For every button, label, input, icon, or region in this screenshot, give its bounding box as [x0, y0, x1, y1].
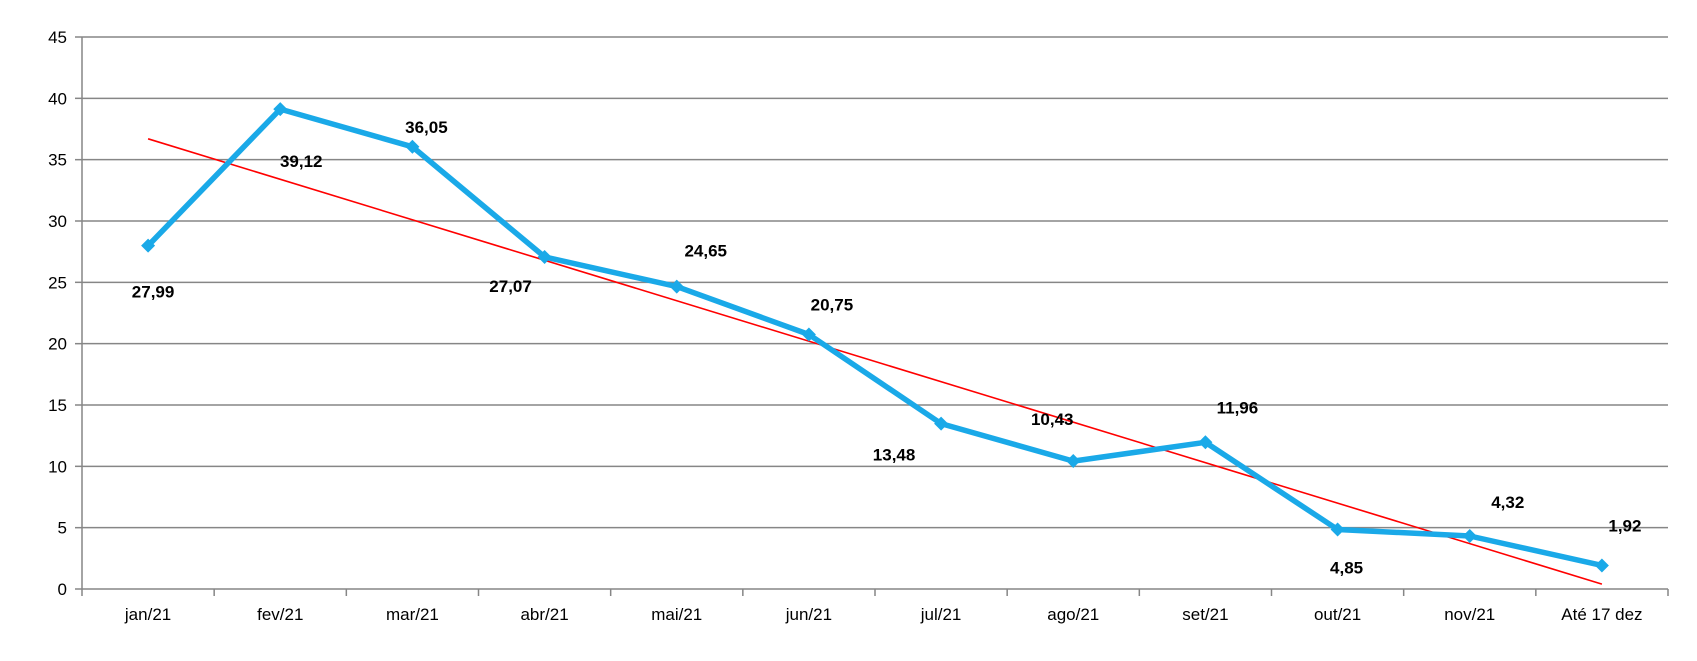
data-label: 27,07 — [489, 277, 532, 296]
data-point-marker — [141, 238, 156, 253]
y-tick-label: 45 — [48, 28, 67, 47]
x-tick-label: mar/21 — [386, 605, 439, 624]
trendline — [147, 138, 1603, 585]
data-points — [141, 102, 1609, 573]
data-point-marker — [405, 139, 420, 154]
x-tick-label: jun/21 — [785, 605, 832, 624]
x-tick-label: jan/21 — [124, 605, 171, 624]
y-tick-label: 30 — [48, 212, 67, 231]
x-axis-tick-labels: jan/21 fev/21 mar/21 abr/21 mai/21 jun/21 jul/… — [124, 605, 1643, 624]
series — [145, 106, 1605, 569]
data-label: 10,43 — [1031, 410, 1074, 429]
data-label: 20,75 — [811, 295, 854, 314]
x-tick-label: fev/21 — [257, 605, 303, 624]
data-point-marker — [1198, 435, 1213, 450]
data-point-marker — [934, 416, 949, 431]
data-label: 27,99 — [132, 283, 175, 302]
data-point-marker — [1066, 454, 1081, 469]
data-label: 4,85 — [1330, 559, 1363, 578]
data-label: 39,12 — [280, 152, 323, 171]
x-tick-label: set/21 — [1182, 605, 1228, 624]
data-point-marker — [1330, 522, 1345, 537]
data-point-marker — [1462, 529, 1477, 544]
y-tick-label: 35 — [48, 151, 67, 170]
y-tick-label: 0 — [58, 580, 67, 599]
data-label: 24,65 — [684, 242, 727, 261]
y-tick-label: 25 — [48, 273, 67, 292]
x-tick-label: mai/21 — [651, 605, 702, 624]
series-line — [145, 106, 1605, 569]
x-tick-label: nov/21 — [1444, 605, 1495, 624]
y-tick-label: 5 — [58, 519, 67, 538]
data-label: 36,05 — [405, 118, 448, 137]
x-tick-label: jul/21 — [920, 605, 962, 624]
data-label: 11,96 — [1217, 398, 1259, 417]
y-axis-tick-labels: 0 5 10 15 20 25 30 35 40 45 — [48, 28, 67, 599]
y-tick-label: 20 — [48, 335, 67, 354]
trendline-line — [147, 138, 1603, 585]
data-point-marker — [537, 249, 552, 264]
data-point-marker — [273, 102, 288, 117]
y-tick-label: 15 — [48, 396, 67, 415]
gridlines — [82, 36, 1668, 529]
data-label: 13,48 — [873, 446, 916, 465]
y-tick-label: 40 — [48, 89, 67, 108]
data-label: 4,32 — [1491, 493, 1524, 512]
data-point-marker — [801, 327, 816, 342]
x-tick-label: Até 17 dez — [1561, 605, 1642, 624]
data-point-marker — [669, 279, 684, 294]
y-tick-label: 10 — [48, 457, 67, 476]
axes — [75, 36, 1669, 596]
data-labels: 27,99 39,12 36,05 27,07 24,65 20,75 13,48 10,43… — [132, 118, 1642, 578]
data-point-marker — [1594, 558, 1609, 573]
x-tick-label: ago/21 — [1047, 605, 1099, 624]
x-tick-label: out/21 — [1314, 605, 1361, 624]
data-label: 1,92 — [1608, 516, 1641, 535]
x-tick-label: abr/21 — [520, 605, 568, 624]
